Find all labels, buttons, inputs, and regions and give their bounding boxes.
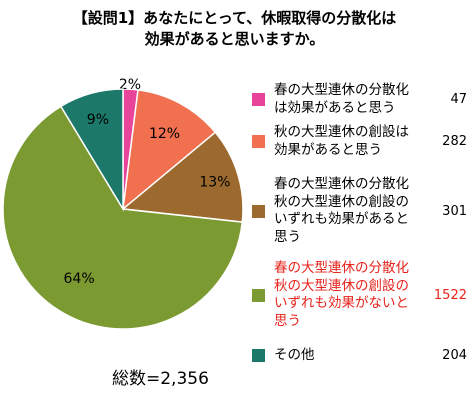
pie-slice — [59, 88, 124, 212]
legend-label: その他 — [274, 347, 315, 363]
legend-swatch — [252, 93, 265, 106]
slice-percent-label: 12% — [149, 126, 180, 142]
legend-swatch — [252, 349, 265, 363]
legend-label: 秋の大型連休の創設は 効果があると思う — [274, 124, 409, 158]
slice-percent-label: 9% — [87, 112, 109, 128]
legend-swatch — [252, 288, 265, 302]
legend-label: 春の大型連休の分散化 は効果があると思う — [274, 82, 409, 116]
pie-slice — [122, 89, 217, 211]
legend-swatch — [252, 204, 265, 218]
slice-percent-label: 64% — [64, 271, 95, 287]
chart-title-line-1: 【設問1】あなたにとって、休暇取得の分散化は — [72, 9, 397, 27]
legend-label: 春の大型連休の分散化 秋の大型連休の創設の いずれも効果がないと 思う — [274, 260, 409, 329]
legend-count: 282 — [442, 134, 467, 149]
total-count: 総数=2,356 — [112, 369, 209, 389]
slice-percent-label: 13% — [199, 174, 230, 190]
legend-count: 47 — [450, 92, 467, 107]
legend-count: 204 — [442, 348, 467, 364]
chart-title-line-2: 効果があると思いますか。 — [144, 30, 325, 48]
slice-percent-label: 2% — [119, 77, 141, 93]
pie-slice — [2, 105, 244, 330]
legend-count: 1522 — [433, 287, 467, 303]
legend-swatch — [252, 135, 265, 148]
pie-slice — [121, 131, 244, 223]
chart-title: 【設問1】あなたにとって、休暇取得の分散化は 効果があると思いますか。 — [0, 8, 469, 50]
legend-label: 春の大型連休の分散化 秋の大型連休の創設の いずれも効果があると 思う — [274, 176, 409, 245]
legend-count: 301 — [442, 203, 467, 219]
